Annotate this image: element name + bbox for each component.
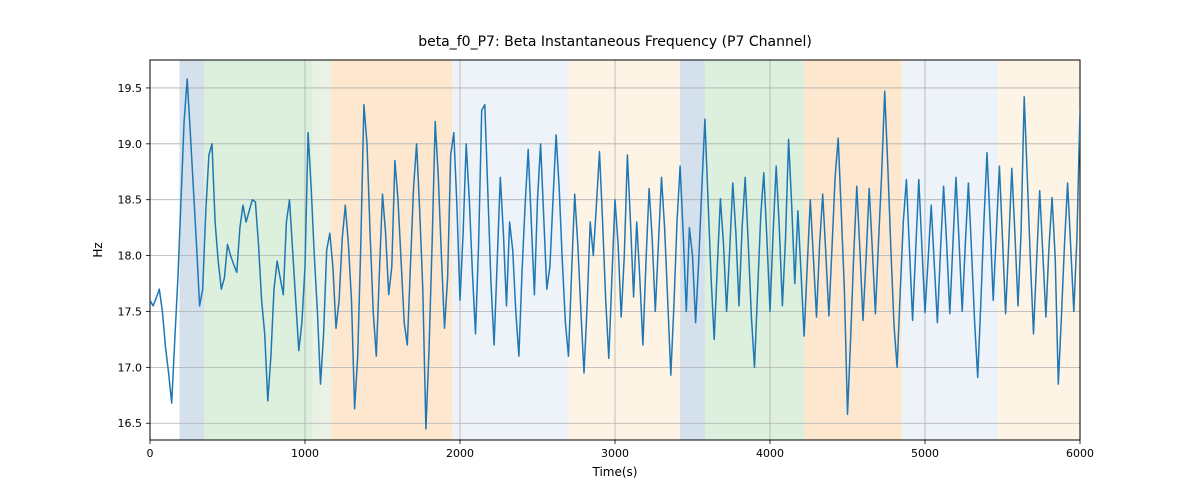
svg-text:18.5: 18.5 bbox=[118, 194, 143, 207]
x-axis-ticks: 0 1000 2000 3000 4000 5000 6000 bbox=[147, 440, 1095, 460]
line-chart: 0 1000 2000 3000 4000 5000 6000 16.5 17.0 17.5 18… bbox=[0, 0, 1200, 500]
chart-container: 0 1000 2000 3000 4000 5000 6000 16.5 17.0 17.5 18… bbox=[0, 0, 1200, 500]
svg-text:6000: 6000 bbox=[1066, 447, 1094, 460]
svg-text:19.0: 19.0 bbox=[118, 138, 143, 151]
svg-text:1000: 1000 bbox=[291, 447, 319, 460]
svg-text:18.0: 18.0 bbox=[118, 250, 143, 263]
svg-text:3000: 3000 bbox=[601, 447, 629, 460]
chart-title: beta_f0_P7: Beta Instantaneous Frequency… bbox=[418, 34, 812, 50]
svg-text:17.0: 17.0 bbox=[118, 361, 143, 374]
svg-text:17.5: 17.5 bbox=[118, 305, 143, 318]
x-axis-label: Time(s) bbox=[592, 465, 638, 479]
svg-text:5000: 5000 bbox=[911, 447, 939, 460]
svg-text:2000: 2000 bbox=[446, 447, 474, 460]
y-axis-label: Hz bbox=[91, 242, 105, 257]
svg-text:0: 0 bbox=[147, 447, 154, 460]
y-axis-ticks: 16.5 17.0 17.5 18.0 18.5 19.0 19.5 bbox=[118, 82, 151, 430]
svg-text:4000: 4000 bbox=[756, 447, 784, 460]
svg-text:16.5: 16.5 bbox=[118, 417, 143, 430]
svg-text:19.5: 19.5 bbox=[118, 82, 143, 95]
